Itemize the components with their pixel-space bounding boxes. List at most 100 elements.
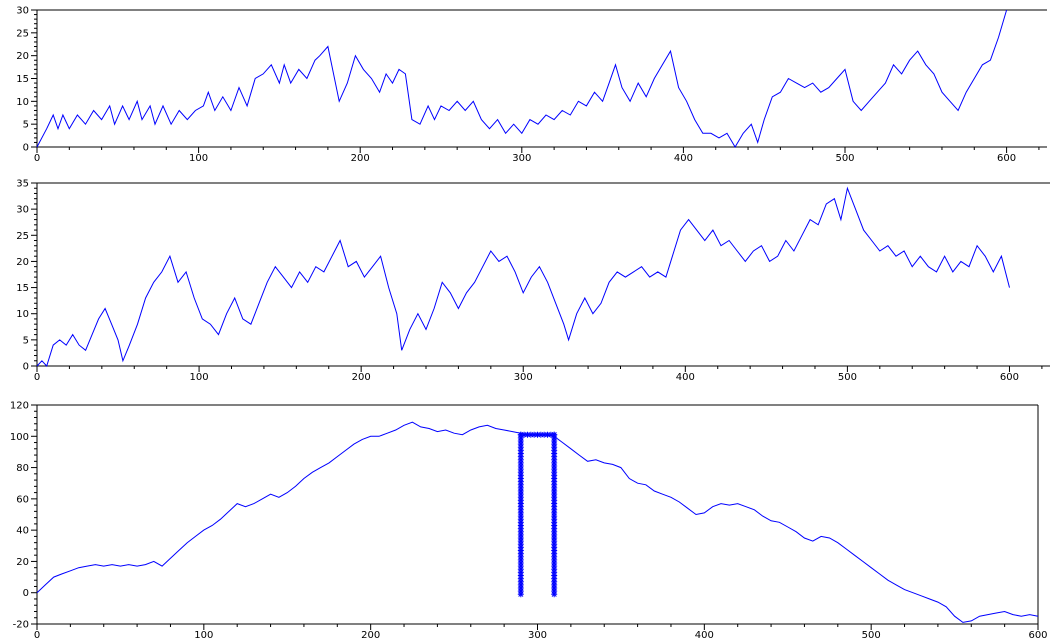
star-marker	[517, 447, 524, 454]
star-marker	[551, 591, 558, 598]
y-tick-label: 40	[16, 526, 29, 537]
x-tick-label: 400	[695, 630, 714, 641]
series-line	[36, 186, 1010, 367]
star-marker	[531, 431, 538, 438]
star-marker	[517, 453, 524, 460]
star-marker	[551, 538, 558, 545]
star-marker	[551, 450, 558, 457]
star-marker	[517, 431, 524, 438]
x-tick-label: 200	[352, 372, 371, 383]
star-marker	[551, 509, 558, 516]
star-marker	[517, 575, 524, 582]
star-marker	[551, 478, 558, 485]
star-marker	[517, 528, 524, 535]
star-marker	[517, 563, 524, 570]
x-tick-label: 500	[835, 153, 854, 164]
star-marker	[551, 503, 558, 510]
star-marker	[551, 572, 558, 579]
star-marker	[551, 494, 558, 501]
star-marker	[517, 481, 524, 488]
star-marker	[551, 569, 558, 576]
star-marker	[551, 566, 558, 573]
star-marker	[524, 431, 531, 438]
star-marker	[517, 503, 524, 510]
star-marker	[551, 444, 558, 451]
y-tick-label: -20	[13, 620, 29, 631]
middle-random-walk-chart: 0 5 10 15 20 25 30 35 0 100 200 300 400 500 600	[16, 179, 1050, 383]
star-marker	[517, 544, 524, 551]
star-marker	[517, 559, 524, 566]
x-tick-label: 100	[194, 630, 213, 641]
star-marker	[544, 431, 551, 438]
star-marker	[517, 581, 524, 588]
star-marker	[541, 431, 548, 438]
x-tick-label: 600	[1028, 630, 1047, 641]
y-tick-label: 0	[23, 362, 29, 373]
y-tick-label: 5	[23, 335, 29, 346]
x-tick-label: 100	[190, 372, 209, 383]
star-marker	[517, 553, 524, 560]
star-marker	[537, 431, 544, 438]
star-marker	[551, 513, 558, 520]
y-tick-label: 0	[23, 588, 29, 599]
star-marker	[517, 547, 524, 554]
star-marker	[517, 513, 524, 520]
star-marker	[517, 534, 524, 541]
star-marker	[517, 516, 524, 523]
star-marker	[551, 453, 558, 460]
star-marker	[517, 484, 524, 491]
y-tick-label: 20	[16, 257, 29, 268]
star-marker	[551, 575, 558, 582]
star-marker	[517, 556, 524, 563]
y-tick-label: 5	[23, 120, 29, 131]
star-marker	[551, 488, 558, 495]
star-marker	[551, 553, 558, 560]
x-tick-label: 500	[838, 372, 857, 383]
star-marker	[551, 437, 558, 444]
x-tick-label: 600	[997, 153, 1016, 164]
star-marker	[517, 522, 524, 529]
star-marker	[551, 519, 558, 526]
x-tick-label: 600	[1000, 372, 1019, 383]
y-tick-label: 20	[16, 557, 29, 568]
star-marker	[551, 525, 558, 532]
y-tick-label: 60	[16, 494, 29, 505]
star-marker	[551, 431, 558, 438]
star-marker	[517, 591, 524, 598]
star-marker	[517, 519, 524, 526]
star-marker	[551, 497, 558, 504]
star-marker	[517, 469, 524, 476]
star-marker	[551, 447, 558, 454]
star-marker	[517, 475, 524, 482]
y-tick-label: 120	[10, 401, 29, 412]
x-tick-label: 400	[674, 153, 693, 164]
star-marker	[521, 431, 528, 438]
star-marker	[551, 581, 558, 588]
star-marker	[551, 516, 558, 523]
star-marker	[517, 459, 524, 466]
star-marker	[551, 475, 558, 482]
x-tick-label: 300	[528, 630, 547, 641]
y-tick-label: 25	[16, 231, 29, 242]
star-marker	[517, 572, 524, 579]
star-marker	[551, 459, 558, 466]
star-marker	[551, 484, 558, 491]
x-tick-label: 0	[34, 630, 40, 641]
star-marker	[517, 456, 524, 463]
star-marker	[551, 472, 558, 479]
star-marker	[517, 497, 524, 504]
star-marker	[551, 469, 558, 476]
y-tick-label: 30	[16, 205, 29, 216]
star-marker	[551, 578, 558, 585]
star-marker	[551, 531, 558, 538]
star-marker	[517, 463, 524, 470]
star-marker	[551, 556, 558, 563]
star-marker	[517, 491, 524, 498]
star-marker	[517, 466, 524, 473]
x-tick-label: 200	[351, 153, 370, 164]
y-tick-label: 15	[16, 283, 29, 294]
star-marker	[517, 472, 524, 479]
y-tick-label: 0	[23, 143, 29, 154]
